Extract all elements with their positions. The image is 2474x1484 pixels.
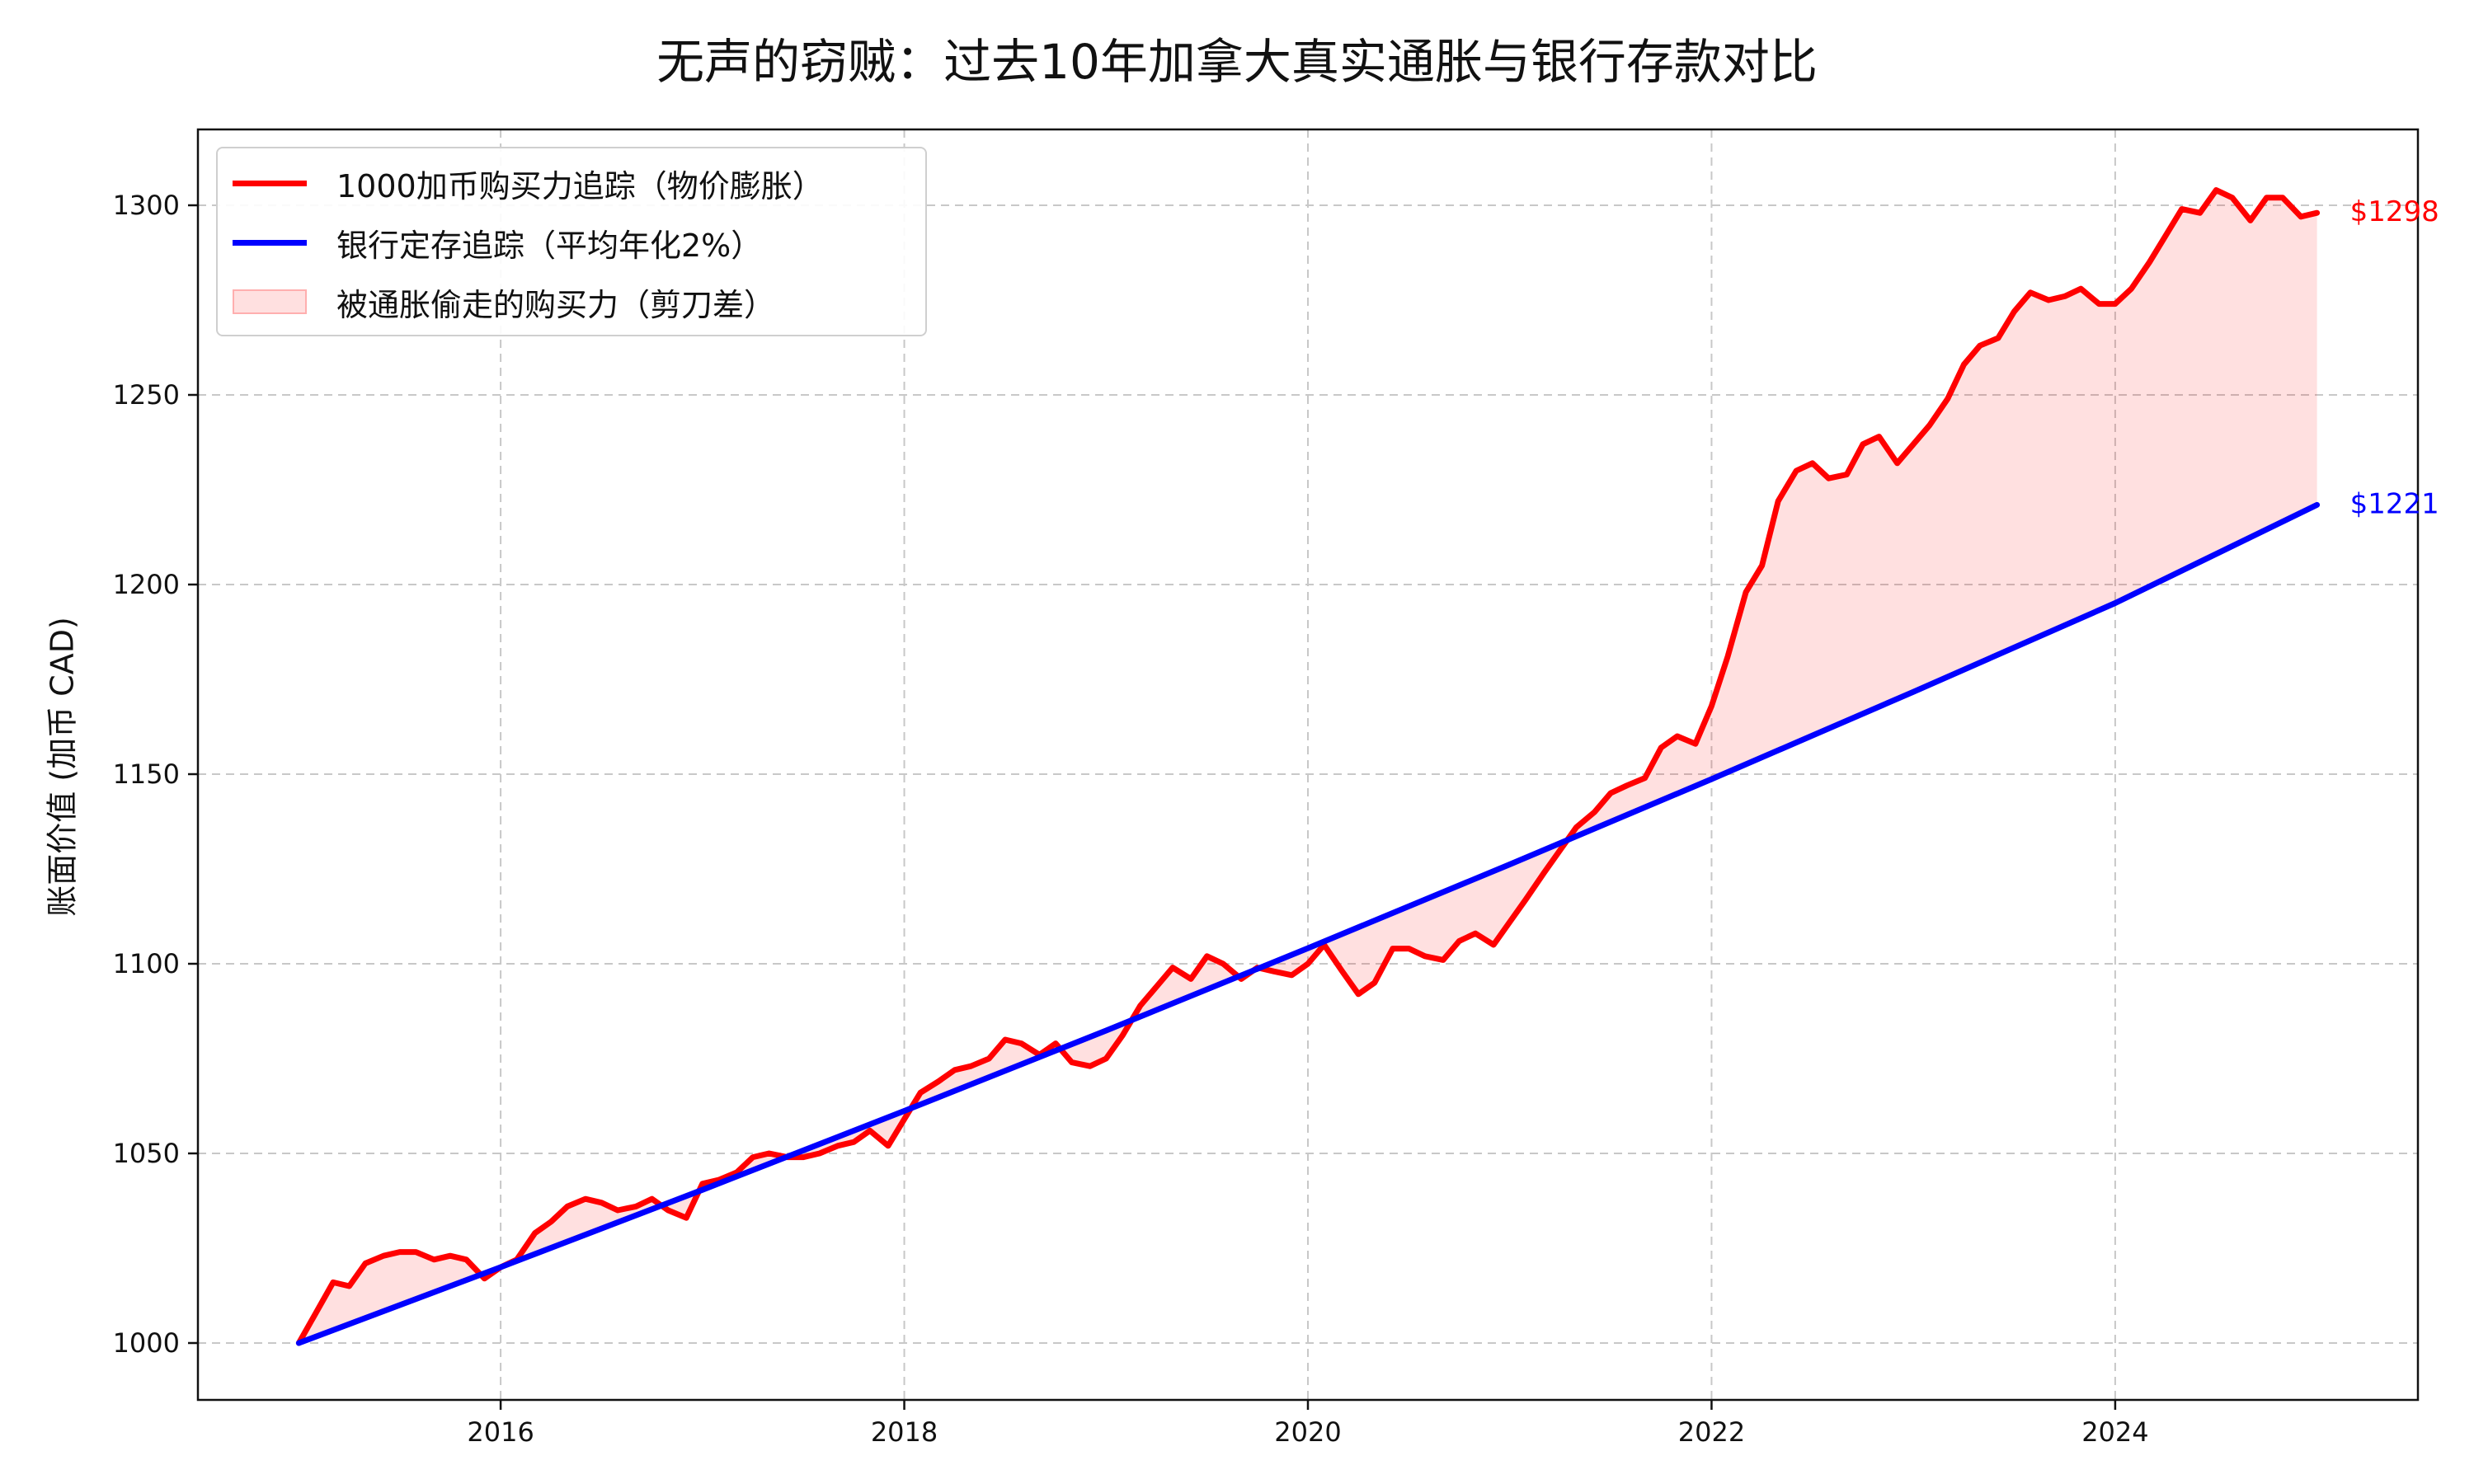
- legend-swatch-blue-line: [233, 239, 307, 246]
- y-tick-label: 1050: [113, 1138, 180, 1169]
- chart-title: 无声的窃贼：过去10年加拿大真实通胀与银行存款对比: [656, 34, 1818, 90]
- end-label-bank: $1221: [2350, 487, 2439, 520]
- end-labels: $1298 $1221: [2350, 195, 2439, 520]
- end-label-inflation: $1298: [2350, 195, 2439, 228]
- y-tick-label: 1000: [113, 1327, 180, 1359]
- legend-item-bank: 银行定存追踪（平均年化2%）: [233, 218, 762, 267]
- series-lines: [295, 187, 2321, 1346]
- legend-item-gap: 被通胀偷走的购买力（剪刀差）: [233, 277, 775, 326]
- y-tick-label: 1250: [113, 379, 180, 411]
- legend-label: 1000加币购买力追踪（物价膨胀）: [336, 167, 824, 204]
- legend: 1000加币购买力追踪（物价膨胀） 银行定存追踪（平均年化2%） 被通胀偷走的购…: [216, 147, 927, 336]
- axis-ticks: 2016 2018 2020 2022 2024 1000 1050 1100 1150 1200…: [113, 190, 2149, 1448]
- y-tick-label: 1300: [113, 190, 180, 221]
- inflation-line: [295, 187, 2321, 1346]
- legend-swatch-red-line: [233, 180, 307, 186]
- legend-swatch-fill: [233, 289, 307, 314]
- x-tick-label: 2022: [1678, 1416, 1745, 1448]
- y-tick-label: 1200: [113, 569, 180, 600]
- gap-fill-area: [299, 190, 2317, 1344]
- x-tick-label: 2018: [871, 1416, 938, 1448]
- y-tick-label: 1150: [113, 758, 180, 790]
- x-tick-label: 2024: [2081, 1416, 2148, 1448]
- x-tick-label: 2016: [467, 1416, 534, 1448]
- y-tick-label: 1100: [113, 948, 180, 979]
- x-tick-label: 2020: [1274, 1416, 1341, 1448]
- gap-fill-region: [299, 190, 2317, 1344]
- legend-label: 被通胀偷走的购买力（剪刀差）: [336, 286, 776, 323]
- bank-deposit-line: [295, 501, 2321, 1346]
- legend-label: 银行定存追踪（平均年化2%）: [336, 227, 763, 264]
- legend-item-inflation: 1000加币购买力追踪（物价膨胀）: [233, 158, 824, 208]
